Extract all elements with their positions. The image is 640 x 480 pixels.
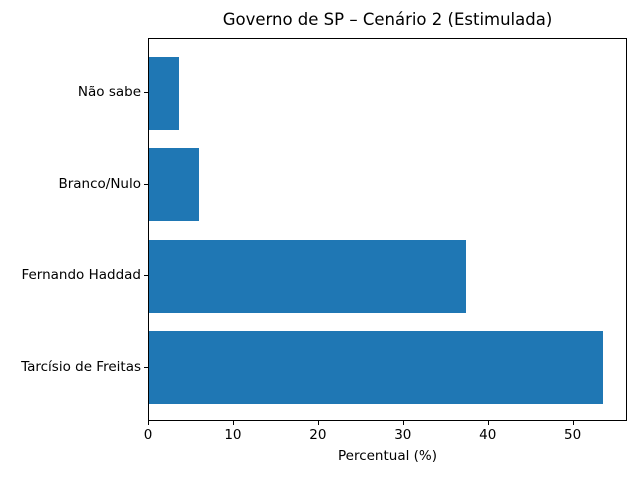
x-tick-label: 30 — [394, 427, 412, 443]
y-tick-label: Tarcísio de Freitas — [21, 358, 141, 375]
x-tick-label: 40 — [479, 427, 497, 443]
y-tick-label: Não sabe — [77, 84, 141, 101]
x-tick-label: 50 — [564, 427, 582, 443]
chart-title: Governo de SP – Cenário 2 (Estimulada) — [222, 10, 553, 29]
x-tick-label: 10 — [224, 427, 242, 443]
bar — [149, 56, 179, 130]
x-axis-tick — [402, 421, 404, 425]
x-axis-label: Percentual (%) — [337, 448, 438, 464]
x-axis-tick — [148, 421, 149, 425]
plot-area — [148, 38, 627, 421]
bar — [149, 239, 466, 313]
y-tick-label: Branco/Nulo — [58, 175, 141, 192]
y-axis-tick — [144, 92, 148, 94]
x-tick-label: 20 — [309, 427, 327, 443]
x-axis-tick — [232, 421, 234, 425]
x-axis-tick — [572, 421, 574, 425]
y-axis-tick — [144, 366, 148, 368]
x-axis-tick — [317, 421, 319, 425]
x-tick-label: 0 — [143, 427, 153, 443]
bar — [149, 148, 200, 222]
bar — [149, 331, 603, 405]
x-axis-tick — [487, 421, 489, 425]
y-axis-tick — [144, 275, 148, 277]
y-axis-tick — [144, 183, 148, 185]
y-tick-label: Fernando Haddad — [21, 267, 141, 284]
